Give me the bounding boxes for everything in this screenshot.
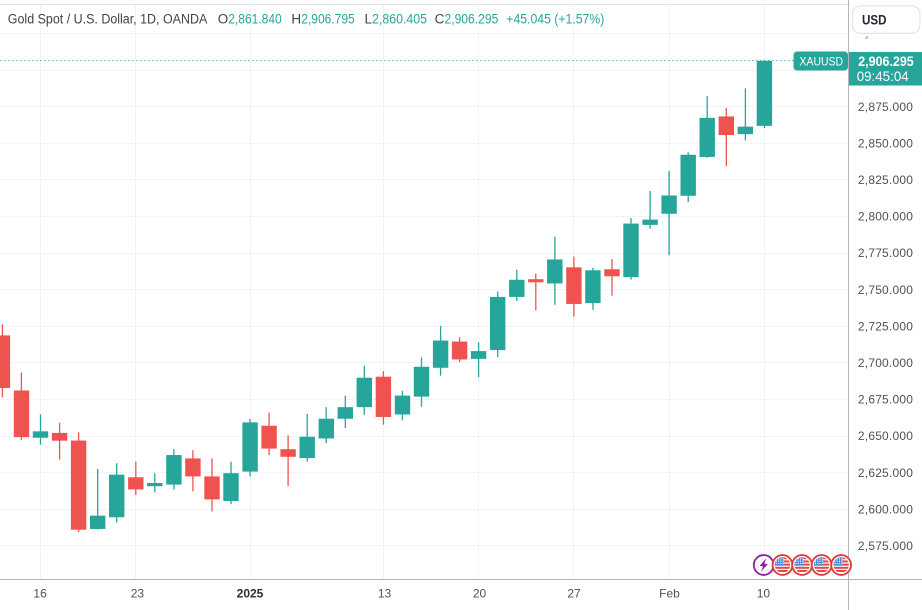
svg-text:09:45:04: 09:45:04 [857,69,909,84]
svg-text:13: 13 [378,587,392,601]
svg-text:2,575.000: 2,575.000 [858,539,913,553]
svg-text:C: C [435,11,445,26]
svg-text:2,775.000: 2,775.000 [858,246,913,260]
svg-text:2,825.000: 2,825.000 [858,173,913,187]
svg-text:2,800.000: 2,800.000 [858,210,913,224]
svg-text:2,600.000: 2,600.000 [858,502,913,516]
svg-text:2,625.000: 2,625.000 [858,466,913,480]
svg-text:20: 20 [473,587,487,601]
svg-text:2,750.000: 2,750.000 [858,283,913,297]
svg-text:O: O [218,11,229,26]
svg-text:2,675.000: 2,675.000 [858,393,913,407]
svg-text:H: H [291,11,301,26]
svg-text:XAUUSD: XAUUSD [800,54,844,68]
svg-text:2,861.840: 2,861.840 [228,11,281,26]
svg-text:L: L [365,11,373,26]
svg-text:2,906.295: 2,906.295 [445,11,499,26]
svg-text:+45.045 (+1.57%): +45.045 (+1.57%) [506,11,604,26]
svg-text:16: 16 [33,587,47,601]
svg-text:Feb: Feb [659,587,680,601]
svg-text:2,906.295: 2,906.295 [858,53,914,69]
svg-text:2,850.000: 2,850.000 [858,136,913,150]
svg-text:2,906.795: 2,906.795 [301,11,354,26]
svg-text:23: 23 [131,587,145,601]
svg-text:27: 27 [567,587,581,601]
svg-text:Gold Spot / U.S. Dollar, 1D, O: Gold Spot / U.S. Dollar, 1D, OANDA [8,11,208,26]
svg-text:10: 10 [757,587,771,601]
svg-text:2,860.405: 2,860.405 [372,11,427,26]
svg-text:2,725.000: 2,725.000 [858,319,913,333]
svg-text:2,650.000: 2,650.000 [858,429,913,443]
svg-text:2,875.000: 2,875.000 [858,100,913,114]
svg-text:USD: USD [862,12,887,28]
svg-text:2025: 2025 [237,587,264,601]
svg-text:2,700.000: 2,700.000 [858,356,913,370]
